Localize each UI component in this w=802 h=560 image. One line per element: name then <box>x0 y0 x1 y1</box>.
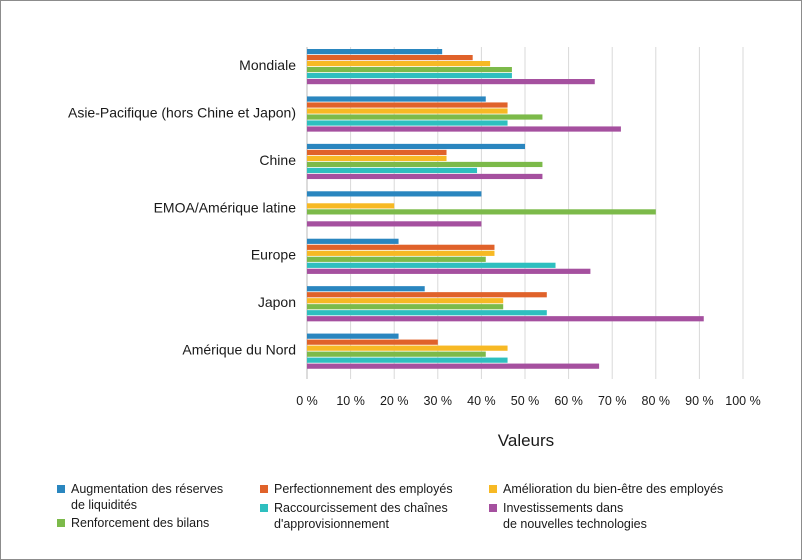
x-tick-label: 20 % <box>380 394 409 408</box>
bar <box>307 250 495 256</box>
bar <box>307 114 543 120</box>
bar <box>307 238 399 244</box>
category-labels: Mondiale Asie-Pacifique (hors Chine et Ja… <box>68 57 296 358</box>
x-tick-label: 30 % <box>424 394 453 408</box>
bar <box>307 96 486 102</box>
legend-label: Investissements dans de nouvelles technol… <box>503 500 647 532</box>
legend-swatch <box>489 504 497 512</box>
bar <box>307 61 491 67</box>
bar <box>307 55 473 61</box>
x-tick-label: 0 % <box>296 394 318 408</box>
legend-label: Amélioration du bien-être des employés <box>503 481 723 497</box>
legend-label-line: Amélioration du bien-être des employés <box>503 482 724 496</box>
legend-label: Augmentation des réserves de liquidités <box>71 481 223 513</box>
legend-label-line: Augmentation des réserves <box>71 482 224 496</box>
bar <box>307 120 508 126</box>
x-tick-label: 80 % <box>642 394 671 408</box>
bar <box>307 155 447 162</box>
bar <box>307 262 556 268</box>
x-tick-label: 40 % <box>467 394 496 408</box>
legend-swatch <box>57 485 65 493</box>
category-label: Japon <box>258 294 296 310</box>
legend-label-line: Perfectionnement des employés <box>274 482 453 496</box>
category-label: Mondiale <box>239 57 296 73</box>
legend-swatch <box>57 519 65 527</box>
bar <box>307 203 395 209</box>
legend-label-line: d'approvisionnement <box>274 517 389 531</box>
bar <box>307 256 486 262</box>
bar <box>307 126 621 132</box>
bar <box>307 73 512 79</box>
bar <box>307 173 543 180</box>
bar <box>307 333 399 339</box>
legend-label-line: Raccourcissement des chaînes <box>274 501 448 515</box>
bar <box>307 351 486 357</box>
bar <box>307 102 508 108</box>
bar <box>307 49 443 55</box>
bar <box>307 244 495 250</box>
x-tick-label: 50 % <box>511 394 540 408</box>
category-label: Chine <box>259 152 296 168</box>
bar <box>307 79 595 85</box>
bar <box>307 310 547 316</box>
x-tick-labels: 0 % 10 % 20 % 30 % 40 % 50 % 60 % 70 % 80 % 90 % 1… <box>296 394 761 408</box>
legend-swatch <box>260 504 268 512</box>
bar <box>307 357 508 363</box>
category-label: Europe <box>251 247 296 263</box>
x-tick-label: 90 % <box>685 394 714 408</box>
legend-label-line: Investissements dans <box>503 501 624 515</box>
bar <box>307 339 438 345</box>
legend-label-line: Renforcement des bilans <box>71 516 210 530</box>
bar <box>307 209 656 215</box>
bars <box>307 49 704 369</box>
x-tick-label: 70 % <box>598 394 627 408</box>
x-tick-label: 100 % <box>725 394 760 408</box>
category-label: EMOA/Amérique latine <box>154 199 297 215</box>
bar <box>307 149 447 156</box>
bar <box>307 143 525 150</box>
bar <box>307 67 512 73</box>
bar <box>307 221 482 227</box>
bar <box>307 304 504 310</box>
legend-swatch <box>489 485 497 493</box>
bar <box>307 345 508 351</box>
legend-label: Raccourcissement des chaînes d'approvisio… <box>274 500 448 532</box>
bar <box>307 191 482 197</box>
bar <box>307 298 504 304</box>
x-tick-label: 10 % <box>336 394 365 408</box>
bar <box>307 108 508 114</box>
legend-swatch <box>260 485 268 493</box>
bar <box>307 161 543 168</box>
bar <box>307 316 704 322</box>
category-label: Amérique du Nord <box>182 342 296 358</box>
bar <box>307 363 600 369</box>
x-tick-label: 60 % <box>554 394 583 408</box>
legend-label: Renforcement des bilans <box>71 515 209 531</box>
bar <box>307 167 478 174</box>
bar <box>307 268 591 274</box>
bar <box>307 292 547 298</box>
bar <box>307 286 425 292</box>
category-label: Asie-Pacifique (hors Chine et Japon) <box>68 104 296 120</box>
x-axis-title: Valeurs <box>498 431 554 450</box>
legend-label: Perfectionnement des employés <box>274 481 453 497</box>
legend-label-line: de nouvelles technologies <box>503 517 647 531</box>
legend-label-line: de liquidités <box>71 498 138 512</box>
